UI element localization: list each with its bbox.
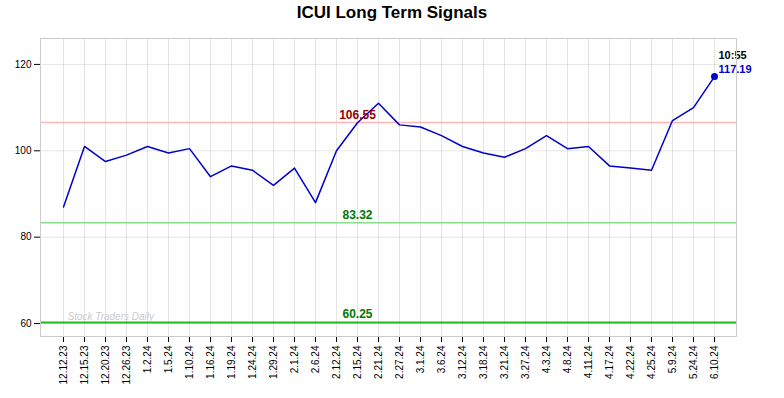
- svg-text:106.55: 106.55: [339, 108, 376, 122]
- svg-text:1.5.24: 1.5.24: [163, 345, 174, 373]
- svg-text:4.25.24: 4.25.24: [646, 345, 657, 379]
- svg-text:3.6.24: 3.6.24: [436, 345, 447, 373]
- svg-text:4.22.24: 4.22.24: [625, 345, 636, 379]
- svg-text:60.25: 60.25: [342, 307, 372, 321]
- svg-text:1.24.24: 1.24.24: [247, 345, 258, 379]
- svg-text:1.10.24: 1.10.24: [184, 345, 195, 379]
- svg-text:4.17.24: 4.17.24: [604, 345, 615, 379]
- svg-text:2.27.24: 2.27.24: [394, 345, 405, 379]
- svg-text:12.20.23: 12.20.23: [100, 345, 111, 384]
- svg-text:2.15.24: 2.15.24: [352, 345, 363, 379]
- html-text:ICUI Long Term Signals: ICUI Long Term Signals: [296, 3, 488, 22]
- svg-text:2.6.24: 2.6.24: [310, 345, 321, 373]
- svg-text:1.29.24: 1.29.24: [268, 345, 279, 379]
- svg-text:Stock Traders Daily: Stock Traders Daily: [68, 311, 156, 322]
- svg-text:3.12.24: 3.12.24: [457, 345, 468, 379]
- svg-text:10:55: 10:55: [719, 49, 747, 61]
- svg-text:6.10.24: 6.10.24: [709, 345, 720, 379]
- svg-text:5.9.24: 5.9.24: [667, 345, 678, 373]
- svg-text:120: 120: [15, 59, 32, 70]
- svg-text:2.12.24: 2.12.24: [331, 345, 342, 379]
- svg-text:4.11.24: 4.11.24: [583, 345, 594, 378]
- svg-text:12.12.23: 12.12.23: [58, 345, 69, 384]
- svg-text:1.16.24: 1.16.24: [205, 345, 216, 379]
- svg-text:3.27.24: 3.27.24: [520, 345, 531, 379]
- svg-text:80: 80: [20, 231, 32, 242]
- svg-text:2.1.24: 2.1.24: [289, 345, 300, 373]
- svg-text:117.19: 117.19: [719, 63, 752, 75]
- svg-text:60: 60: [20, 318, 32, 329]
- svg-text:100: 100: [15, 145, 32, 156]
- svg-text:1.19.24: 1.19.24: [226, 345, 237, 379]
- svg-text:12.15.23: 12.15.23: [79, 345, 90, 384]
- svg-text:3.21.24: 3.21.24: [499, 345, 510, 379]
- svg-text:4.8.24: 4.8.24: [562, 345, 573, 373]
- svg-text:4.3.24: 4.3.24: [541, 345, 552, 373]
- svg-text:1.2.24: 1.2.24: [142, 345, 153, 373]
- svg-text:83.32: 83.32: [342, 208, 372, 222]
- svg-text:2.21.24: 2.21.24: [373, 345, 384, 379]
- svg-text:3.18.24: 3.18.24: [478, 345, 489, 379]
- svg-text:5.24.24: 5.24.24: [688, 345, 699, 379]
- svg-text:3.1.24: 3.1.24: [415, 345, 426, 373]
- svg-text:12.26.23: 12.26.23: [121, 345, 132, 384]
